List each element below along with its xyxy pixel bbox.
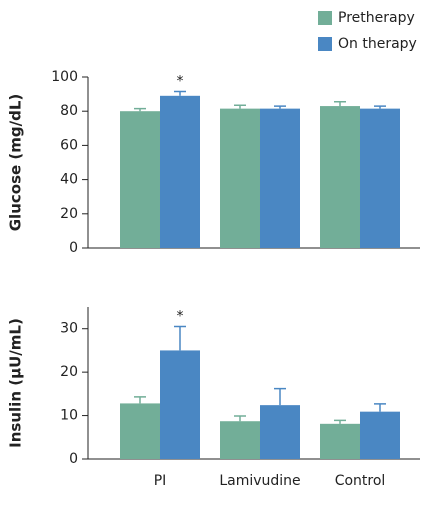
bar <box>160 95 200 248</box>
legend-swatch <box>318 11 332 25</box>
y-axis-title: Insulin (µU/mL) <box>7 318 25 448</box>
error-bar <box>274 105 286 109</box>
error-bar <box>334 419 346 424</box>
y-tick-label: 0 <box>69 240 78 256</box>
error-bar <box>134 107 146 112</box>
x-tick-label: PI <box>154 473 167 489</box>
y-tick-label: 60 <box>60 137 78 153</box>
y-tick-label: 80 <box>60 103 78 119</box>
x-tick-label: Control <box>335 473 386 489</box>
y-tick-label: 30 <box>60 321 78 337</box>
bar <box>260 405 300 459</box>
error-bar <box>174 325 186 351</box>
error-bar <box>234 415 246 422</box>
y-tick-label: 0 <box>69 451 78 467</box>
y-tick-label: 20 <box>60 206 78 222</box>
bar <box>160 350 200 459</box>
bar <box>220 108 260 248</box>
y-axis-title: Glucose (mg/dL) <box>7 94 25 232</box>
y-tick-label: 10 <box>60 408 78 424</box>
error-bar <box>134 396 146 404</box>
error-bar <box>374 403 386 412</box>
y-tick-label: 100 <box>51 69 78 85</box>
bar <box>120 111 160 248</box>
legend-label: On therapy <box>338 36 417 52</box>
bar <box>360 411 400 459</box>
bar <box>220 421 260 459</box>
bar <box>360 108 400 248</box>
legend-label: Pretherapy <box>338 10 415 26</box>
bar <box>260 108 300 248</box>
legend-swatch <box>318 37 332 51</box>
error-bar <box>334 101 346 107</box>
bar <box>320 106 360 248</box>
significance-mark: * <box>177 309 184 325</box>
error-bar <box>274 387 286 406</box>
bar <box>320 423 360 459</box>
y-tick-label: 20 <box>60 364 78 380</box>
error-bar <box>234 104 246 109</box>
significance-mark: * <box>177 74 184 90</box>
error-bar <box>374 105 386 109</box>
y-tick-label: 40 <box>60 172 78 188</box>
error-bar <box>174 90 186 96</box>
x-tick-label: Lamivudine <box>219 473 300 489</box>
bar <box>120 403 160 459</box>
